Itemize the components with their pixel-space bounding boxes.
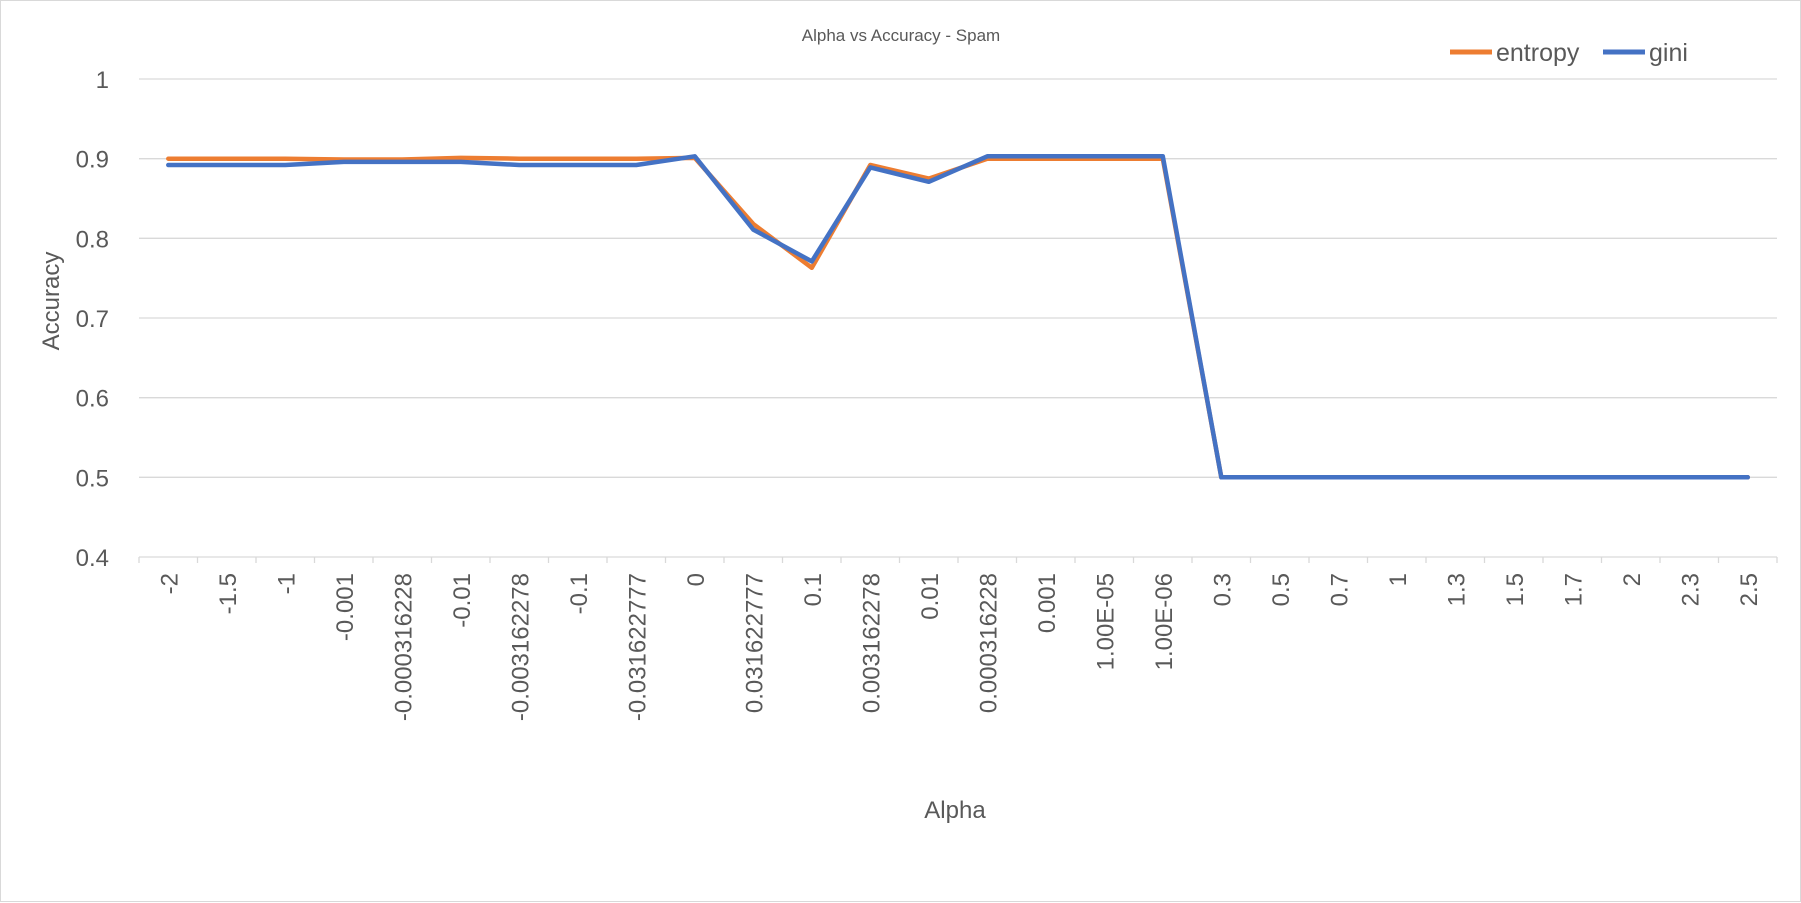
- x-tick-label: -0.003162278: [507, 573, 534, 721]
- x-tick-label: 1.00E-05: [1092, 573, 1119, 670]
- x-tick-label: 0.7: [1326, 573, 1353, 606]
- x-tick-label: -0.031622777: [624, 573, 651, 721]
- x-tick-label: 2.3: [1677, 573, 1704, 606]
- chart-title: Alpha vs Accuracy - Spam: [802, 26, 1000, 45]
- x-axis-title: Alpha: [924, 797, 986, 824]
- x-tick-label: 0.1: [800, 573, 827, 606]
- x-tick-label: 0: [683, 573, 710, 586]
- legend-label-entropy: entropy: [1496, 39, 1580, 67]
- y-tick-label: 1: [96, 67, 109, 94]
- x-tick-label: 1: [1385, 573, 1412, 586]
- x-tick-label: 2: [1619, 573, 1646, 586]
- x-tick-label: 0.01: [917, 573, 944, 620]
- x-tick-label: -0.1: [566, 573, 593, 614]
- gridlines: [138, 78, 1778, 563]
- x-axis-tick-labels: -2 -1.5 -1 -0.001 -0.000316228 -0.01 -0.003162…: [156, 573, 1763, 721]
- series-line-gini: [166, 154, 1751, 480]
- legend: entropy gini: [1450, 39, 1688, 67]
- x-tick-label: 0.001: [1034, 573, 1061, 633]
- x-tick-label: 1.00E-06: [1151, 573, 1178, 670]
- x-tick-label: -0.01: [449, 573, 476, 628]
- y-axis-tick-labels: 0.4 0.5 0.6 0.7 0.8 0.9 1: [76, 67, 109, 572]
- y-tick-label: 0.6: [76, 386, 109, 413]
- x-tick-label: 1.7: [1560, 573, 1587, 606]
- x-tick-label: 1.3: [1443, 573, 1470, 606]
- x-tick-label: 0.003162278: [858, 573, 885, 713]
- x-tick-label: -0.001: [332, 573, 359, 641]
- x-tick-label: 0.000316228: [975, 573, 1002, 713]
- x-tick-label: 0.3: [1209, 573, 1236, 606]
- y-tick-label: 0.5: [76, 465, 109, 492]
- y-tick-label: 0.4: [76, 545, 109, 572]
- x-tick-label: 0.031622777: [741, 573, 768, 713]
- legend-label-gini: gini: [1649, 39, 1688, 67]
- y-tick-label: 0.8: [76, 226, 109, 253]
- x-tick-label: -0.000316228: [390, 573, 417, 721]
- x-tick-label: 1.5: [1502, 573, 1529, 606]
- x-tick-label: -1: [273, 573, 300, 594]
- x-tick-label: -2: [156, 573, 183, 594]
- x-tick-label: -1.5: [215, 573, 242, 614]
- y-axis-title: Accuracy: [38, 252, 65, 351]
- series-lines: [166, 154, 1751, 480]
- x-tick-label: 0.5: [1268, 573, 1295, 606]
- x-tick-label: 2.5: [1736, 573, 1763, 606]
- y-tick-label: 0.9: [76, 147, 109, 174]
- y-tick-label: 0.7: [76, 306, 109, 333]
